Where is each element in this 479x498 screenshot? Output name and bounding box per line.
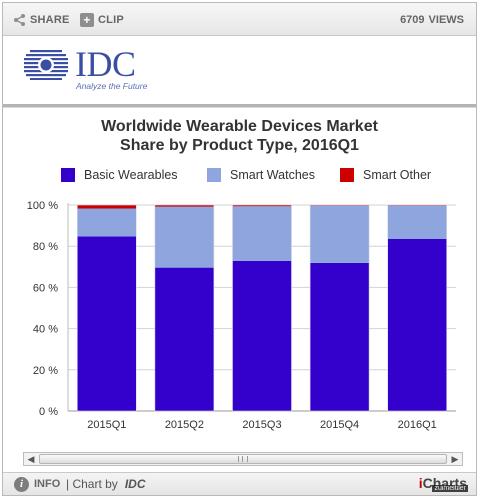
share-icon <box>14 14 25 26</box>
scroll-left-icon[interactable]: ◀ <box>27 454 35 464</box>
bar-smart-other <box>154 205 214 207</box>
bar-smart-watches <box>77 208 137 237</box>
x-tick-label: 2015Q3 <box>242 419 281 431</box>
top-toolbar: SHARE + CLIP 6709 VIEWS <box>3 3 476 36</box>
y-tick-label: 60 % <box>33 282 58 294</box>
clip-button[interactable]: + CLIP <box>80 11 124 29</box>
divider-light <box>3 107 476 108</box>
bar-smart-watches <box>387 205 447 239</box>
watermark: zuimeitiler <box>432 485 468 492</box>
y-tick-label: 40 % <box>33 324 58 336</box>
chart-title-line2: Share by Product Type, 2016Q1 <box>120 137 359 154</box>
bar-basic-wearables <box>154 267 214 411</box>
legend-swatch <box>340 168 354 182</box>
scroll-right-icon[interactable]: ▶ <box>451 454 459 464</box>
logo-area <box>3 37 476 104</box>
legend-item-smart-watches[interactable]: Smart Watches <box>207 168 315 182</box>
bar-smart-other <box>310 205 370 206</box>
bar-basic-wearables <box>232 260 292 411</box>
credit-text: | Chart by <box>66 477 118 491</box>
bar-smart-other <box>232 205 292 207</box>
idc-tagline: Analyze the Future <box>76 81 148 91</box>
bar-outline <box>309 204 370 412</box>
grip-icon <box>238 456 248 462</box>
bar-outline <box>154 204 215 412</box>
y-tick-label: 20 % <box>33 365 58 377</box>
scroll-thumb[interactable] <box>39 454 447 464</box>
x-tick-label: 2015Q2 <box>165 419 204 431</box>
bar-smart-watches <box>154 206 214 268</box>
legend-label: Smart Watches <box>230 168 315 182</box>
y-tick-label: 80 % <box>33 241 58 253</box>
chart-credit: | Chart by IDC <box>66 477 145 491</box>
clip-label: CLIP <box>98 14 124 26</box>
legend-item-basic-wearables[interactable]: Basic Wearables <box>61 168 178 182</box>
x-tick-label: 2016Q1 <box>398 419 437 431</box>
bar-smart-watches <box>232 206 292 261</box>
y-tick-label: 0 % <box>39 406 58 418</box>
idc-globe-logo <box>24 50 68 80</box>
idc-logo-text: IDC <box>75 44 136 84</box>
bar-basic-wearables <box>310 262 370 411</box>
plus-icon: + <box>80 13 94 27</box>
legend-swatch <box>61 168 75 182</box>
x-tick-label: 2015Q4 <box>320 419 359 431</box>
views-number: 6709 <box>400 14 425 26</box>
bar-smart-other <box>77 205 137 209</box>
info-icon[interactable]: i <box>14 477 29 492</box>
share-button[interactable]: SHARE <box>13 11 70 29</box>
bar-smart-other <box>387 205 447 206</box>
bar-smart-watches <box>310 205 370 263</box>
bar-outline <box>77 204 137 412</box>
horizontal-scrollbar[interactable]: ◀ ▶ <box>23 452 463 466</box>
bar-outline <box>387 204 448 412</box>
share-label: SHARE <box>30 14 70 26</box>
bar-basic-wearables <box>77 236 137 411</box>
bar-outline <box>232 204 292 412</box>
legend-item-smart-other[interactable]: Smart Other <box>340 168 431 182</box>
legend-label: Basic Wearables <box>84 168 178 182</box>
divider <box>3 104 476 107</box>
y-tick-label: 100 % <box>27 200 58 212</box>
chart-legend: Basic Wearables Smart Watches Smart Othe… <box>3 168 476 188</box>
x-tick-label: 2015Q1 <box>87 419 126 431</box>
info-button[interactable]: INFO <box>34 478 61 490</box>
views-label: VIEWS <box>428 14 464 26</box>
icharts-i: i <box>418 475 423 491</box>
credit-brand[interactable]: IDC <box>124 477 146 491</box>
bar-basic-wearables <box>387 238 447 411</box>
view-count: 6709 VIEWS <box>400 14 464 26</box>
legend-swatch <box>207 168 221 182</box>
legend-label: Smart Other <box>363 168 432 182</box>
chart-title-line1: Worldwide Wearable Devices Market <box>101 118 378 135</box>
bottom-toolbar: i INFO | Chart by IDC iCharts zuimeitiler <box>3 472 476 495</box>
